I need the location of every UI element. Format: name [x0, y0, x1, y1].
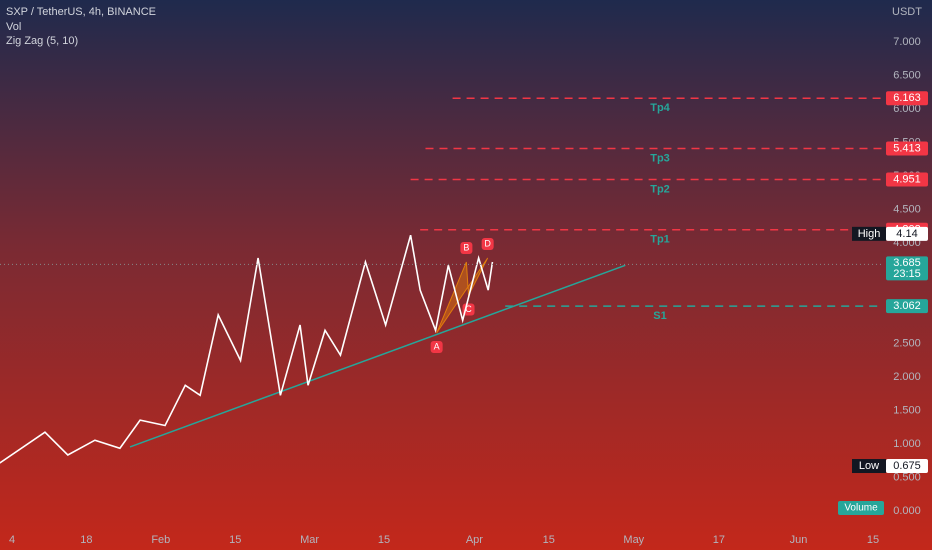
- x-tick-label: 17: [713, 534, 725, 546]
- level-price-box: [886, 299, 928, 314]
- x-tick-label: 15: [543, 534, 555, 546]
- y-tick-label: 7.000: [893, 36, 921, 48]
- x-tick-label: Feb: [151, 534, 170, 546]
- y-tick-label: 1.500: [893, 405, 921, 417]
- high-label: High: [858, 228, 881, 240]
- level-label: Tp2: [650, 183, 670, 195]
- high-box: [886, 226, 928, 241]
- x-tick-label: 4: [9, 534, 15, 546]
- pattern-label: A: [434, 341, 440, 351]
- x-tick-label: 15: [229, 534, 241, 546]
- x-tick-label: Mar: [300, 534, 319, 546]
- low-tag: [852, 459, 886, 474]
- pattern-label: B: [463, 242, 469, 252]
- level-price-box: [886, 91, 928, 106]
- y-tick-label: 4.500: [893, 204, 921, 216]
- high-tag: [852, 226, 886, 241]
- y-tick-label: 0.000: [893, 505, 921, 517]
- level-label: Tp1: [650, 234, 670, 246]
- low-value: 0.675: [893, 460, 921, 472]
- x-tick-label: 15: [867, 534, 879, 546]
- high-value: 4.14: [896, 228, 917, 240]
- last-price: 3.685: [893, 257, 921, 269]
- y-tick-label: 1.000: [893, 438, 921, 450]
- low-box: [886, 459, 928, 474]
- volume-label: Volume: [844, 503, 878, 514]
- x-tick-label: 15: [378, 534, 390, 546]
- low-label: Low: [859, 460, 879, 472]
- y-tick-label: 6.000: [893, 103, 921, 115]
- y-unit: USDT: [892, 6, 922, 18]
- pattern-label: C: [465, 304, 472, 314]
- level-price: 4.951: [893, 173, 921, 185]
- y-tick-label: 2.500: [893, 338, 921, 350]
- last-price-box: [886, 256, 928, 281]
- pattern-point: [481, 237, 494, 250]
- indicator: Zig Zag (5, 10): [6, 35, 78, 47]
- y-tick-label: 0.500: [893, 472, 921, 484]
- countdown: 23:15: [893, 268, 921, 280]
- x-tick-label: May: [623, 534, 644, 546]
- level-price-box: [886, 172, 928, 187]
- level-price: 5.413: [893, 142, 921, 154]
- level-label: Tp4: [650, 102, 670, 114]
- x-tick-label: Apr: [466, 534, 483, 546]
- y-tick-label: 2.000: [893, 371, 921, 383]
- price-line: [0, 234, 494, 464]
- volume-tag: [838, 501, 884, 515]
- pattern-label: D: [484, 238, 491, 248]
- trendline: [129, 264, 626, 448]
- level-price: 6.163: [893, 92, 921, 104]
- chart-title: SXP / TetherUS, 4h, BINANCE: [6, 6, 156, 18]
- level-label: Tp3: [650, 152, 670, 164]
- y-tick-label: 6.500: [893, 70, 921, 82]
- level-label: S1: [653, 310, 666, 322]
- indicator: Vol: [6, 21, 21, 33]
- x-tick-label: 18: [80, 534, 92, 546]
- pattern-point: [430, 341, 443, 354]
- level-price-box: [886, 141, 928, 156]
- level-price: 3.062: [893, 300, 921, 312]
- x-tick-label: Jun: [790, 534, 808, 546]
- pattern-point: [460, 241, 473, 254]
